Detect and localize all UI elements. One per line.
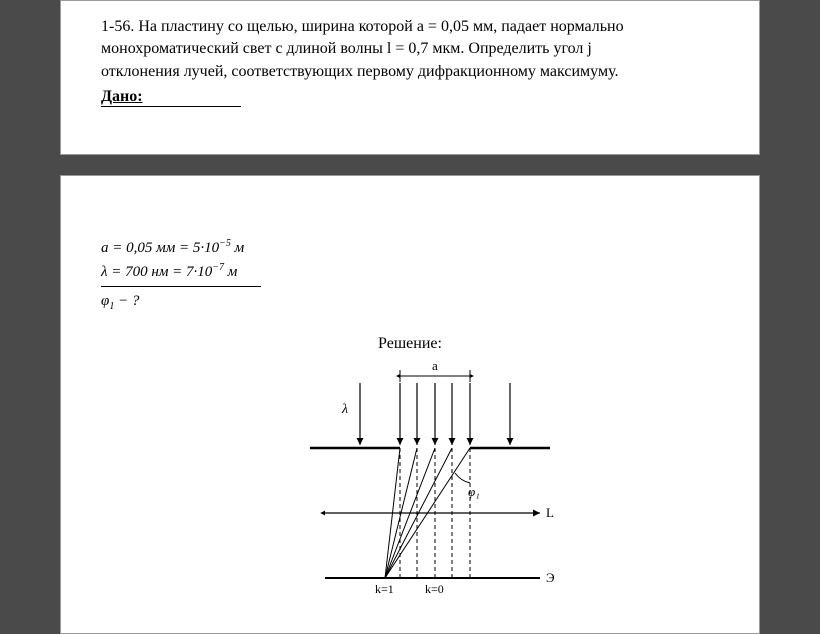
- given-line-lambda: λ = 700 нм = 7·10−7 м: [101, 260, 719, 284]
- svg-text:φ₁: φ₁: [468, 484, 480, 499]
- page-bottom: a = 0,05 мм = 5·10−5 м λ = 700 нм = 7·10…: [60, 175, 760, 634]
- eq-l1: = 700: [108, 264, 152, 280]
- unit-nm: нм: [151, 264, 168, 280]
- problem-line-1: 1-56. На пластину со щелью, ширина котор…: [101, 16, 719, 38]
- unit-mm: мм: [156, 240, 175, 256]
- unit-m1: м: [231, 240, 244, 256]
- page-top: 1-56. На пластину со щелью, ширина котор…: [60, 0, 760, 155]
- svg-text:a: a: [432, 358, 438, 373]
- eq-a2: = 5·10: [175, 240, 219, 256]
- given-divider: [101, 286, 261, 287]
- given-line-a: a = 0,05 мм = 5·10−5 м: [101, 236, 719, 260]
- solution-label: Решение:: [101, 335, 719, 353]
- problem-statement: 1-56. На пластину со щелью, ширина котор…: [101, 16, 719, 83]
- problem-line-2: монохроматический свет с длиной волны l …: [101, 38, 719, 60]
- eq-a1: = 0,05: [109, 240, 157, 256]
- svg-text:Э: Э: [546, 570, 555, 585]
- svg-text:λ: λ: [341, 402, 348, 417]
- given-line-phi: φ1 − ?: [101, 289, 719, 315]
- eq-l2: = 7·10: [168, 264, 212, 280]
- var-a: a: [101, 240, 109, 256]
- svg-text:k=0: k=0: [425, 582, 444, 596]
- svg-text:k=1: k=1: [375, 582, 394, 596]
- svg-text:L: L: [546, 505, 554, 520]
- phi-question: − ?: [114, 293, 139, 309]
- diagram-container: a λ φ₁ L Эk=1 k=0: [101, 358, 719, 598]
- diffraction-diagram: a λ φ₁ L Эk=1 k=0: [290, 358, 570, 598]
- problem-line-3: отклонения лучей, соответствующих первом…: [101, 61, 719, 83]
- exp-a: −5: [219, 238, 231, 249]
- exp-l: −7: [212, 262, 224, 273]
- unit-m2: м: [224, 264, 237, 280]
- dano-label: Дано:: [101, 88, 241, 107]
- given-data: a = 0,05 мм = 5·10−5 м λ = 700 нм = 7·10…: [101, 236, 719, 315]
